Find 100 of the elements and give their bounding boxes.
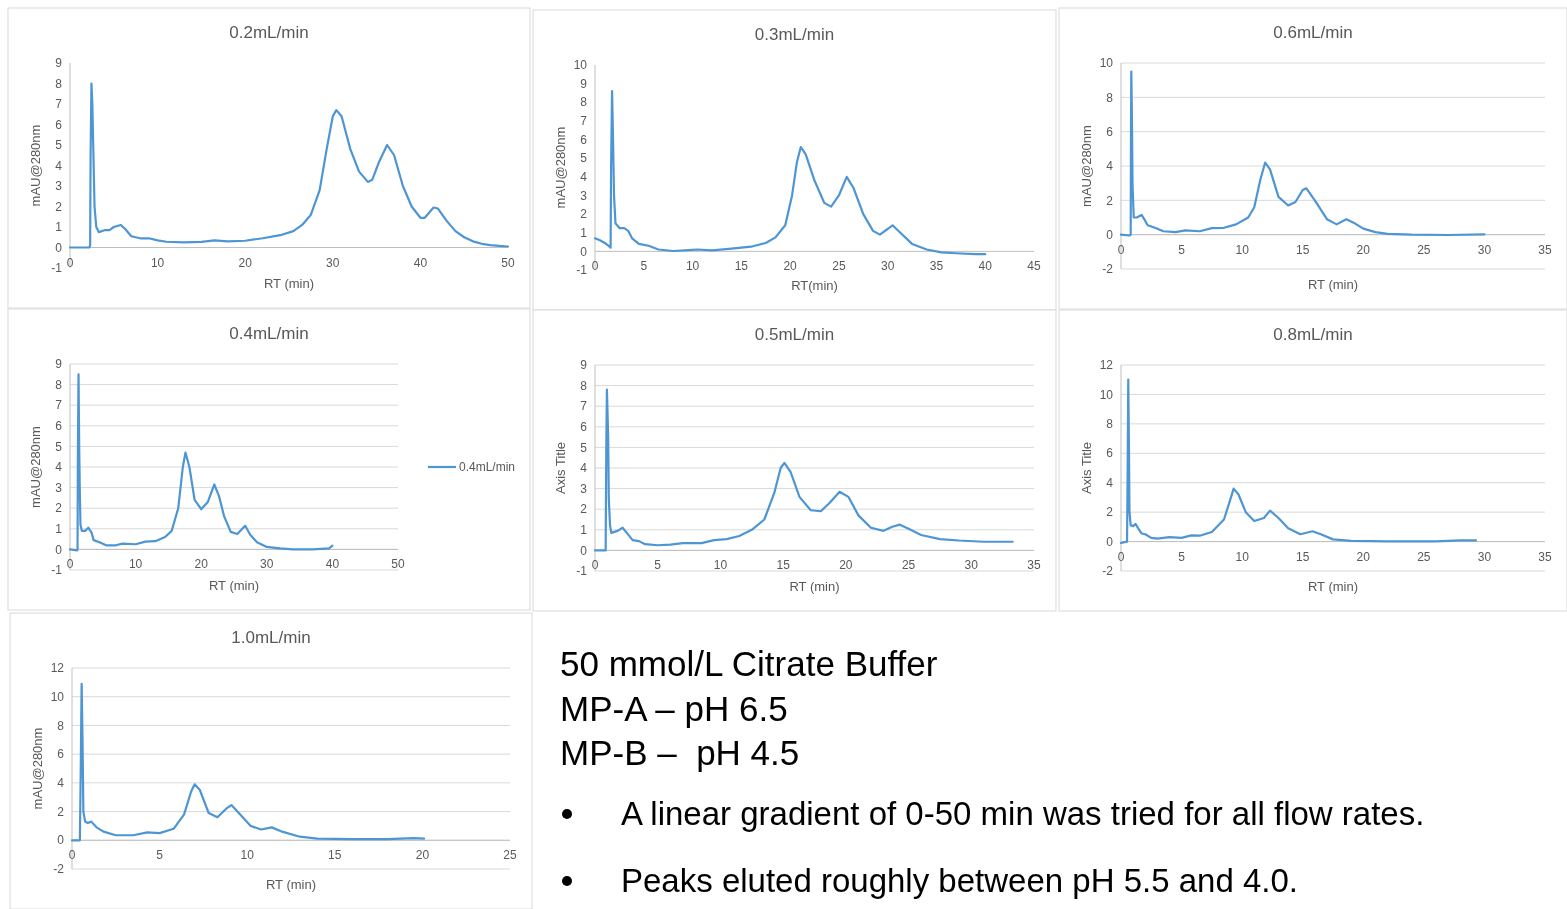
y-tick-label: 2 — [1106, 193, 1114, 208]
x-tick-label: 35 — [929, 259, 944, 274]
y-tick-label: 4 — [57, 776, 65, 791]
y-axis-title: mAU@280nm — [28, 426, 43, 508]
y-tick-label: 2 — [57, 804, 65, 819]
y-tick-label: 8 — [1106, 90, 1114, 105]
x-axis-title: RT (min) — [789, 579, 840, 594]
y-tick-label: 5 — [580, 151, 588, 166]
y-tick-label: 0 — [1106, 534, 1114, 549]
y-tick-label: 1 — [580, 523, 588, 537]
x-tick-label: 40 — [978, 259, 993, 274]
x-tick-label: 40 — [413, 255, 428, 270]
y-tick-label: -2 — [1102, 262, 1114, 277]
y-tick-label: 5 — [580, 440, 588, 455]
line-series — [593, 388, 1014, 552]
x-tick-label: 20 — [415, 848, 430, 863]
x-tick-label: 5 — [654, 558, 662, 573]
y-tick-label: 4 — [1106, 159, 1114, 174]
x-tick-label: 25 — [832, 259, 846, 274]
y-tick-label: -1 — [576, 263, 588, 278]
x-tick-label: 15 — [1296, 549, 1310, 564]
y-tick-label: 9 — [55, 56, 63, 71]
x-tick-label: 0 — [68, 848, 76, 863]
x-tick-label: 40 — [325, 557, 340, 572]
x-axis-title: RT(min) — [791, 278, 838, 293]
x-tick-label: 30 — [1477, 549, 1492, 564]
x-tick-label: 15 — [734, 259, 749, 274]
x-tick-label: 5 — [1178, 549, 1186, 564]
y-axis-title: mAU@280nm — [553, 126, 568, 209]
y-tick-label: 8 — [57, 718, 65, 733]
x-tick-label: 20 — [194, 557, 209, 572]
y-tick-label: 8 — [580, 378, 588, 393]
y-tick-label: 7 — [580, 114, 588, 129]
y-tick-label: 8 — [1106, 417, 1114, 432]
x-tick-label: 10 — [150, 255, 165, 270]
chart-title: 0.2mL/min — [229, 23, 309, 42]
y-tick-label: 0 — [1106, 227, 1114, 242]
chart-title: 0.4mL/min — [229, 324, 309, 343]
x-axis-title: RT (min) — [1307, 579, 1359, 594]
y-tick-label: 6 — [55, 419, 63, 433]
chart-title: 0.3mL/min — [754, 25, 835, 44]
x-tick-label: 25 — [901, 558, 916, 573]
chart-title: 0.6mL/min — [1273, 23, 1353, 42]
y-axis-title: mAU@280nm — [28, 124, 43, 207]
y-tick-label: 3 — [580, 481, 588, 496]
x-tick-label: 25 — [1417, 242, 1431, 257]
x-tick-label: 35 — [1538, 549, 1552, 564]
y-tick-label: 12 — [1099, 358, 1114, 373]
y-tick-label: -2 — [1102, 564, 1114, 579]
y-tick-label: 10 — [1099, 387, 1114, 402]
y-tick-label: 8 — [55, 377, 63, 392]
x-tick-label: 20 — [1356, 549, 1371, 564]
y-tick-label: 2 — [1106, 505, 1114, 520]
x-tick-label: 30 — [260, 557, 274, 572]
y-tick-label: 10 — [573, 58, 588, 73]
text: A linear gradient of 0-50 min was tried for all flow rates. — [621, 795, 1425, 832]
y-tick-label: 10 — [1099, 56, 1114, 71]
legend-label: 0.4mL/min — [459, 460, 516, 475]
x-tick-label: 35 — [1027, 558, 1041, 573]
x-tick-label: 10 — [128, 557, 143, 572]
y-tick-label: 9 — [580, 76, 588, 91]
y-tick-label: 6 — [1106, 446, 1114, 461]
line-series — [593, 89, 987, 256]
x-tick-label: 0 — [1117, 549, 1125, 564]
x-tick-label: 0 — [591, 259, 599, 274]
y-tick-label: 9 — [580, 358, 588, 373]
y-tick-label: 8 — [55, 76, 63, 91]
x-tick-label: 35 — [1538, 242, 1552, 257]
y-tick-label: 0 — [57, 833, 65, 848]
x-axis-title: RT (min) — [1307, 277, 1359, 292]
y-tick-label: 3 — [580, 188, 588, 203]
y-tick-label: 4 — [55, 158, 63, 173]
x-tick-label: 25 — [1417, 549, 1431, 564]
y-tick-label: 4 — [580, 170, 588, 185]
y-tick-label: 4 — [1106, 475, 1114, 490]
y-tick-label: -2 — [53, 862, 65, 877]
y-tick-label: 5 — [55, 439, 63, 454]
x-axis-title: RT (min) — [265, 877, 317, 892]
x-tick-label: 15 — [1296, 242, 1310, 257]
y-tick-label: 5 — [55, 138, 63, 153]
y-tick-label: 6 — [580, 420, 588, 434]
line-series — [1119, 378, 1478, 545]
y-tick-label: 8 — [580, 95, 588, 110]
x-tick-label: 20 — [783, 259, 798, 274]
x-tick-label: 10 — [240, 848, 255, 863]
x-tick-label: 20 — [238, 255, 253, 270]
x-tick-label: 5 — [1178, 242, 1186, 257]
chart-title: 0.8mL/min — [1273, 325, 1353, 344]
y-tick-label: -1 — [576, 564, 588, 579]
y-tick-label: 1 — [55, 220, 63, 235]
x-tick-label: 25 — [503, 848, 517, 863]
x-tick-label: 30 — [1477, 242, 1492, 257]
x-tick-label: 20 — [839, 558, 853, 573]
y-tick-label: 6 — [57, 747, 65, 762]
y-tick-label: 7 — [580, 399, 588, 414]
line-series — [68, 82, 510, 249]
text: MP-B – pH 4.5 — [560, 733, 800, 772]
text: 50 mmol/L Citrate Buffer — [560, 644, 938, 683]
x-tick-label: 30 — [880, 259, 895, 274]
x-tick-label: 15 — [328, 848, 342, 863]
